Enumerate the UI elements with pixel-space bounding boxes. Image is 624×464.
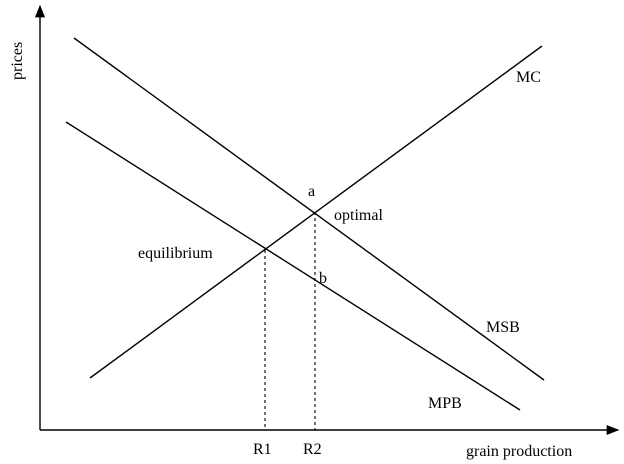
msb-label: MSB	[486, 319, 520, 336]
optimal-label: optimal	[334, 207, 383, 224]
point-a-label: a	[308, 183, 315, 200]
mpb-label: MPB	[428, 395, 462, 412]
msb-curve	[73, 37, 545, 381]
point-b-label: b	[319, 270, 327, 287]
equilibrium-label: equilibrium	[138, 245, 213, 262]
mc-label: MC	[516, 69, 541, 86]
mpb-curve	[65, 121, 521, 411]
mc-curve	[89, 45, 543, 379]
x-axis-label: grain production	[466, 443, 572, 460]
r2-tick-label: R2	[303, 441, 322, 458]
r1-tick-label: R1	[253, 441, 272, 458]
y-axis-label: prices	[9, 42, 26, 80]
